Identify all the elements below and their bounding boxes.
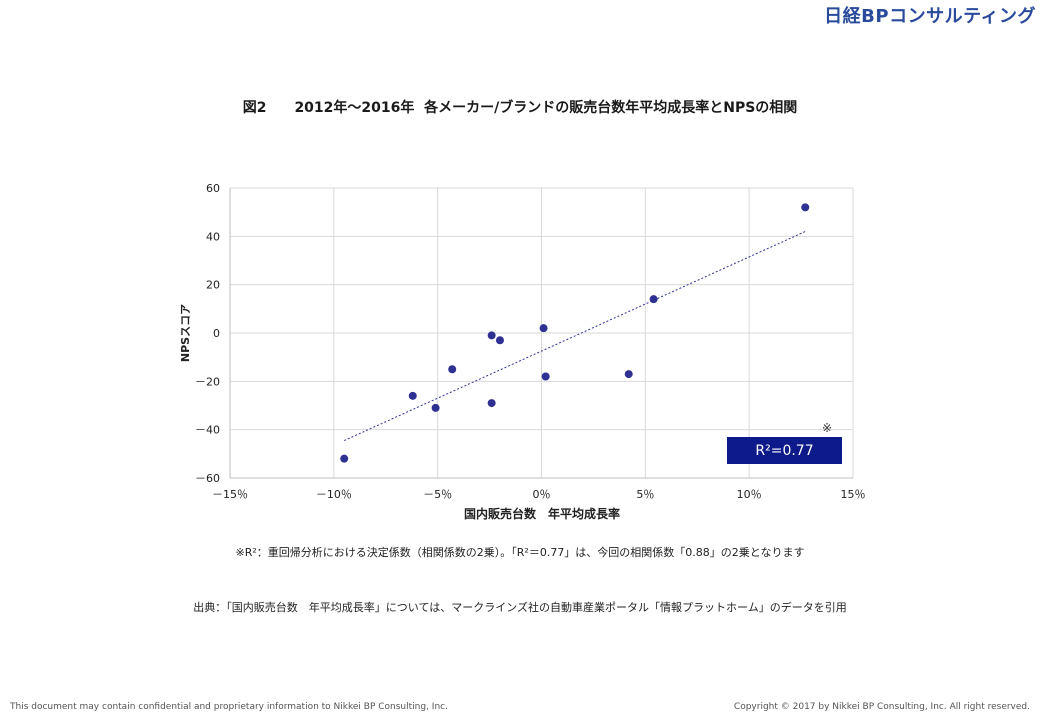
data-point (495, 336, 504, 345)
y-tick-label: 0 (213, 327, 220, 340)
x-tick-label: －5％ (423, 488, 452, 501)
y-axis-label: NPSスコア (179, 304, 192, 362)
r2-footnote-mark: ※ (822, 421, 833, 435)
tick-labels: －60 －40 －20 0 20 40 60 －15％ －10％ －5％ 0％ 5％ 10％ 15％ (195, 182, 866, 501)
source-note: 出典：「国内販売台数 年平均成長率」については、マークラインズ社の自動車産業ポー… (193, 601, 847, 614)
scatter-chart: －60 －40 －20 0 20 40 60 －15％ －10％ －5％ 0％ 5％ 10％ 15％ 国内… (179, 182, 866, 521)
r2-value-box: R²=0.77 (727, 437, 842, 464)
x-tick-label: 15％ (841, 488, 866, 501)
company-logo: 日経BPコンサルティング (824, 6, 1036, 27)
data-point (408, 391, 417, 400)
trendline (344, 231, 806, 441)
data-point (431, 403, 440, 412)
data-point (539, 324, 548, 333)
r2-note: ※R²：重回帰分析における決定係数（相関係数の2乗）。「R²＝0.77」は、今回… (235, 546, 805, 559)
y-tick-label: －20 (195, 375, 220, 388)
data-point (487, 331, 496, 340)
data-point (801, 203, 810, 212)
y-tick-label: 40 (206, 230, 220, 243)
confidential-footer: This document may contain confidential a… (10, 702, 448, 712)
data-point (340, 454, 349, 463)
data-point (624, 370, 633, 379)
y-tick-label: －40 (195, 424, 220, 437)
trendline-layer (344, 231, 806, 441)
y-tick-label: 20 (206, 279, 220, 292)
x-tick-label: 10％ (737, 488, 762, 501)
x-tick-label: －10％ (316, 488, 352, 501)
chart-axes (229, 188, 853, 479)
y-tick-label: 60 (206, 182, 220, 195)
x-tick-label: －15％ (212, 488, 248, 501)
x-axis-label: 国内販売台数 年平均成長率 (464, 506, 620, 521)
x-tick-label: 5％ (636, 488, 654, 501)
figure-title: 図2 2012年～2016年 各メーカー/ブランドの販売台数年平均成長率とNPS… (242, 100, 798, 116)
data-point (487, 399, 496, 408)
chart-grid (229, 187, 854, 479)
y-tick-label: －60 (195, 472, 220, 485)
data-point (448, 365, 457, 374)
data-point (541, 372, 550, 381)
copyright-footer: Copyright © 2017 by Nikkei BP Consulting… (733, 702, 1030, 712)
data-point (649, 295, 658, 304)
x-tick-label: 0％ (533, 488, 551, 501)
data-points (340, 203, 810, 463)
